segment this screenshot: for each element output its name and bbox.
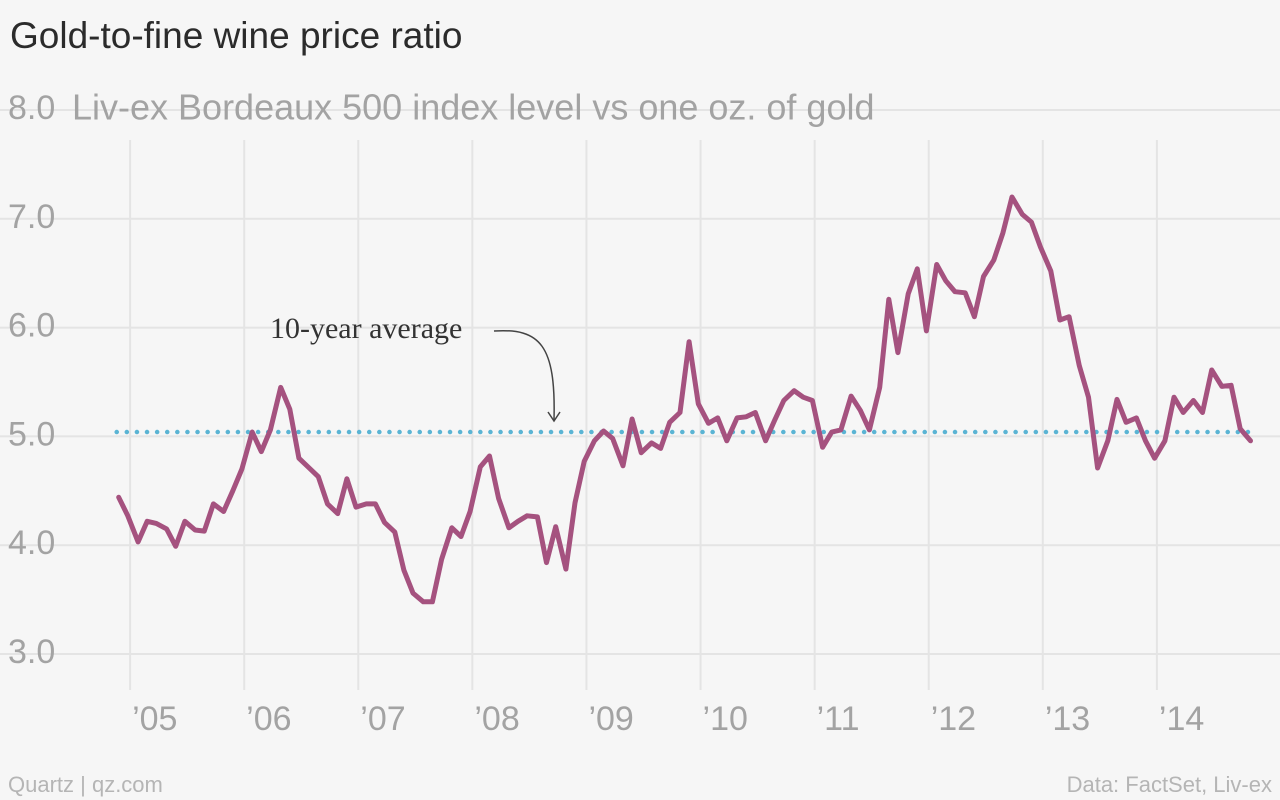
y-tick-label: 8.0 <box>8 89 55 127</box>
x-tick-label: ’07 <box>360 700 405 738</box>
credit: Quartz | qz.com <box>8 772 163 797</box>
annotation: 10-year average <box>270 312 462 345</box>
y-tick-label: 6.0 <box>8 307 55 345</box>
x-tick-label: ’06 <box>246 700 291 738</box>
arrow-head <box>547 411 561 423</box>
y-tick-label: 5.0 <box>8 415 55 453</box>
data-line <box>116 194 1253 605</box>
chart-title: Gold-to-fine wine price ratio <box>10 15 462 56</box>
x-tick-label: ’05 <box>132 700 177 738</box>
x-tick-label: ’12 <box>931 700 976 738</box>
source: Data: FactSet, Liv-ex <box>1067 772 1272 797</box>
y-tick-label: 7.0 <box>8 198 55 236</box>
x-tick-label: ’13 <box>1045 700 1090 738</box>
x-tick-label: ’08 <box>474 700 519 738</box>
x-tick-label: ’09 <box>588 700 633 738</box>
y-tick-label: 4.0 <box>8 524 55 562</box>
y-tick-label: 3.0 <box>8 633 55 671</box>
annotation-arrow <box>493 329 555 421</box>
x-tick-label: ’11 <box>817 700 860 738</box>
x-tick-label: ’14 <box>1159 700 1204 738</box>
x-tick-label: ’10 <box>703 700 748 738</box>
chart-subtitle: Liv-ex Bordeaux 500 index level vs one o… <box>72 87 875 128</box>
